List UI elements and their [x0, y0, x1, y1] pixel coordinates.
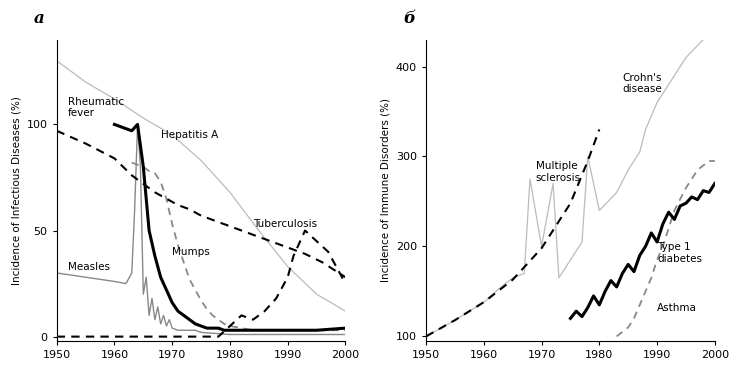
Y-axis label: Incidence of Immune Disorders (%): Incidence of Immune Disorders (%): [380, 98, 391, 282]
Text: Tuberculosis: Tuberculosis: [253, 219, 317, 229]
Text: а: а: [33, 10, 44, 27]
Text: Rheumatic
fever: Rheumatic fever: [68, 97, 124, 118]
Text: Asthma: Asthma: [657, 303, 697, 313]
Text: Mumps: Mumps: [172, 247, 210, 257]
Text: Type 1
diabetes: Type 1 diabetes: [657, 242, 702, 263]
Text: б: б: [403, 10, 415, 27]
Text: Measles: Measles: [68, 262, 110, 272]
Y-axis label: Incidence of Infectious Diseases (%): Incidence of Infectious Diseases (%): [11, 96, 21, 285]
Text: Hepatitis A: Hepatitis A: [161, 130, 218, 140]
Text: Multiple
sclerosis: Multiple sclerosis: [536, 161, 581, 183]
Text: Crohn's
disease: Crohn's disease: [622, 73, 662, 94]
